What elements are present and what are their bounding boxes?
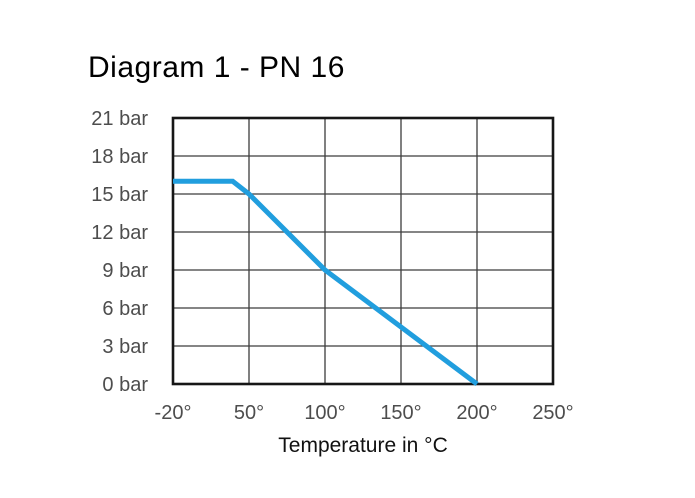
y-tick-label: 9 bar	[102, 260, 148, 282]
plot-area	[170, 115, 556, 387]
y-tick-label: 0 bar	[102, 374, 148, 396]
x-tick-label: 100°	[304, 402, 346, 424]
x-tick-label: 200°	[456, 402, 498, 424]
x-tick-label: 50°	[233, 402, 265, 424]
chart-title: Diagram 1 - PN 16	[88, 51, 345, 84]
x-tick-label: 150°	[380, 402, 422, 424]
y-tick-label: 6 bar	[102, 298, 148, 320]
y-tick-label: 18 bar	[91, 146, 148, 168]
x-tick-label: 250°	[532, 402, 574, 424]
x-axis-title: Temperature in °C	[278, 434, 448, 457]
x-tick-label: -20°	[154, 402, 192, 424]
pressure-rating-line	[173, 178, 479, 386]
plot-border	[171, 116, 555, 386]
y-tick-label: 3 bar	[102, 336, 148, 358]
y-tick-label: 21 bar	[91, 108, 148, 130]
y-tick-label: 12 bar	[91, 222, 148, 244]
plot-svg	[171, 116, 555, 386]
y-tick-label: 15 bar	[91, 184, 148, 206]
